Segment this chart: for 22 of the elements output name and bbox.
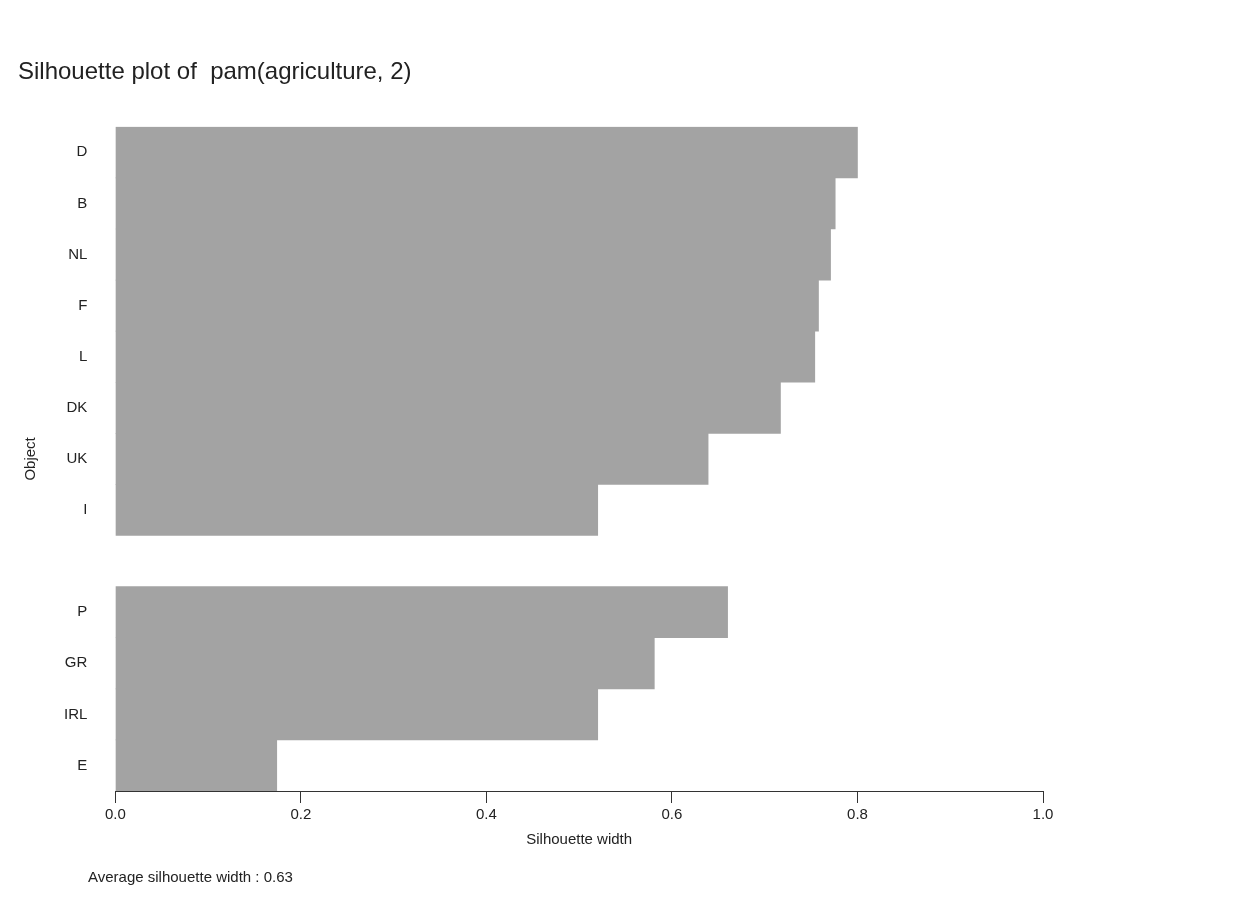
- y-tick-label: B: [77, 193, 88, 211]
- x-tick-label: 1.0: [1032, 805, 1054, 823]
- x-axis-title: Silhouette width: [526, 830, 633, 848]
- y-tick-label: I: [83, 500, 88, 518]
- y-tick-label: E: [77, 755, 88, 773]
- y-tick-label: GR: [64, 653, 88, 671]
- x-tick-label: 0.2: [290, 805, 312, 823]
- y-tick-label: UK: [66, 449, 88, 467]
- y-tick-label: P: [77, 602, 88, 620]
- x-tick-label: 0.8: [847, 805, 868, 823]
- y-axis-title: Object: [21, 436, 39, 481]
- y-tick-label: L: [79, 346, 88, 364]
- chart-title: Silhouette plot of pam(agriculture, 2): [18, 57, 412, 85]
- y-tick-label: F: [78, 295, 88, 313]
- y-tick-label: NL: [68, 244, 88, 262]
- x-tick-label: 0.0: [104, 805, 126, 823]
- x-tick-label: 0.4: [475, 805, 497, 823]
- text: Average silhouette width : 0.63: [88, 867, 293, 885]
- y-tick-label: D: [76, 142, 88, 160]
- x-tick-label: 0.6: [661, 805, 683, 823]
- y-tick-label: DK: [66, 397, 88, 415]
- y-tick-label: IRL: [64, 704, 88, 722]
